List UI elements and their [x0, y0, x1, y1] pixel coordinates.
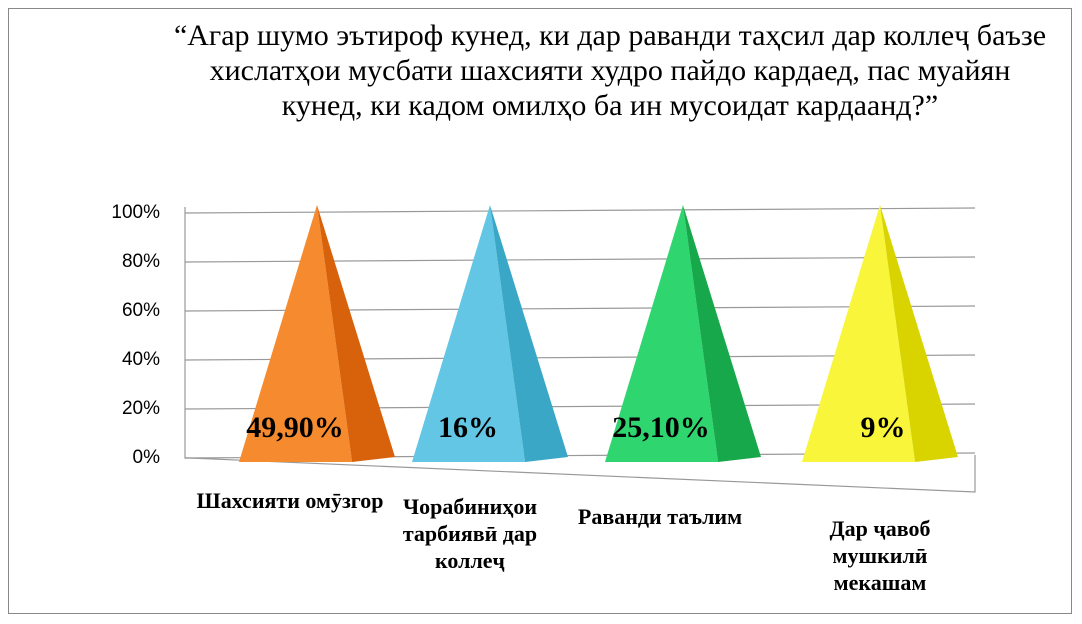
pyramid — [412, 205, 568, 462]
grid-line — [184, 207, 976, 214]
value-label: 49,90% — [246, 411, 344, 444]
pyramid — [605, 205, 761, 462]
pyramid-front — [605, 205, 719, 462]
pyramid-side — [490, 205, 568, 462]
y-tick-label: 40% — [122, 349, 160, 370]
x-tick-label: Шахсияти омӯзгор — [196, 488, 384, 513]
x-tick-label: Раванди таълим — [577, 504, 743, 529]
chart-frame — [8, 8, 1072, 614]
y-tick-label: 80% — [122, 251, 160, 272]
x-tick-label: Дар ҷавоб мушкилӣ мекашам — [829, 516, 931, 595]
pyramid-front — [412, 205, 526, 462]
pyramid-side — [317, 205, 395, 462]
pyramid — [802, 205, 958, 462]
pyramid-side — [683, 205, 761, 462]
value-label: 25,10% — [612, 411, 710, 444]
value-label: 16% — [438, 411, 498, 444]
y-tick-label: 100% — [111, 202, 160, 223]
pyramid-front — [802, 205, 916, 462]
y-tick-label: 0% — [133, 447, 161, 468]
pyramid — [239, 205, 395, 462]
chart-title: “Агар шумо эътироф кунед, ки дар раванди… — [173, 19, 1047, 122]
value-label: 9% — [861, 411, 906, 444]
pyramid-side — [880, 205, 958, 462]
y-tick-label: 60% — [122, 300, 160, 321]
x-tick-label: Чорабиниҳои тарбиявӣ дар коллеҷ — [402, 494, 538, 573]
y-tick-label: 20% — [122, 398, 160, 419]
pyramid-front — [239, 205, 353, 462]
